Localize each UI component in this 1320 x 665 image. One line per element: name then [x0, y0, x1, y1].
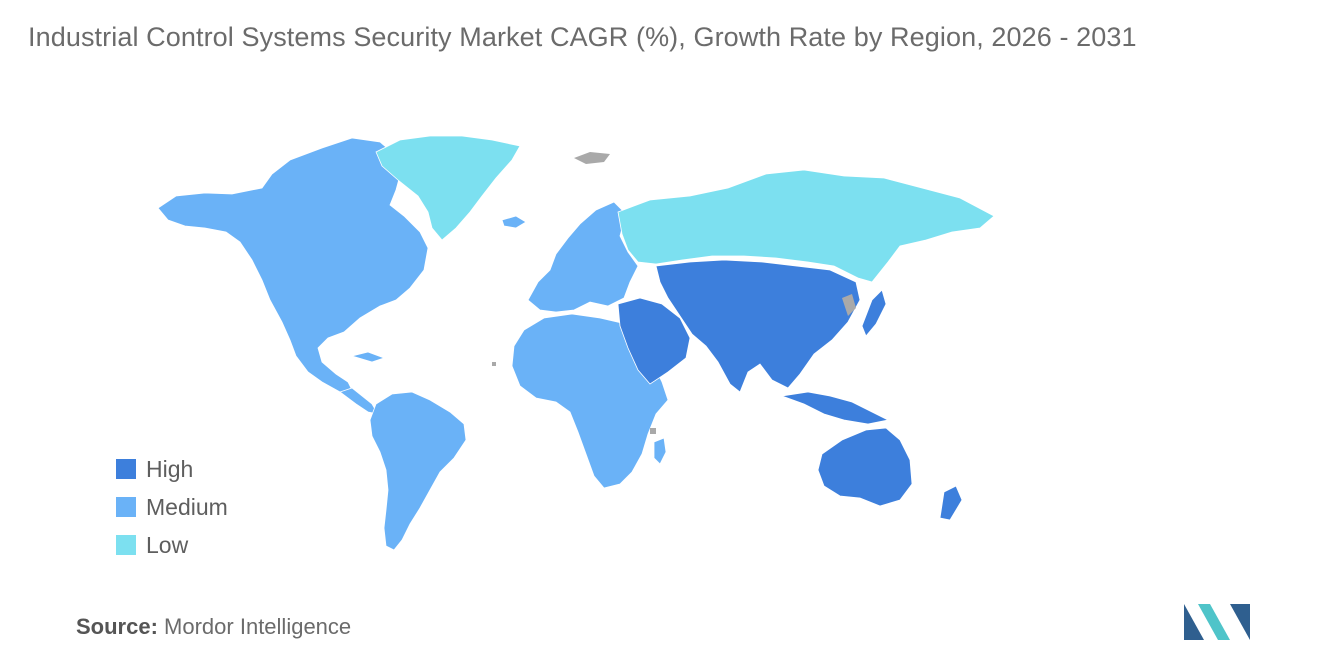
- legend-label-low: Low: [146, 531, 189, 558]
- region-svalbard: [574, 152, 610, 164]
- region-south-america: [369, 391, 467, 551]
- legend-label-medium: Medium: [146, 493, 228, 520]
- region-africa: [511, 313, 669, 489]
- logo-left-shape: [1184, 604, 1204, 640]
- logo-right-shape: [1230, 604, 1250, 640]
- legend-item-medium: Medium: [116, 488, 228, 526]
- region-korea: [842, 294, 856, 316]
- region-europe: [527, 201, 639, 313]
- region-asia: [655, 259, 861, 393]
- legend-swatch-high: [116, 459, 136, 479]
- region-russia: [617, 169, 995, 283]
- region-cuba: [350, 351, 386, 363]
- region-north-america: [157, 137, 429, 393]
- legend-label-high: High: [146, 455, 194, 482]
- source-value: Mordor Intelligence: [164, 614, 352, 639]
- source-note: Source: Mordor Intelligence: [76, 614, 351, 640]
- region-iceland: [501, 215, 527, 229]
- region-new-zealand: [939, 485, 963, 521]
- legend-item-low: Low: [116, 526, 228, 564]
- region-madagascar: [653, 437, 667, 465]
- logo-middle-shape: [1198, 604, 1230, 640]
- region-southeast-asia: [781, 391, 890, 425]
- region-central-america: [339, 387, 379, 415]
- legend-item-high: High: [116, 450, 228, 488]
- region-australia: [817, 427, 913, 507]
- legend-swatch-low: [116, 535, 136, 555]
- legend-swatch-medium: [116, 497, 136, 517]
- source-key: Source:: [76, 614, 158, 639]
- chart-title: Industrial Control Systems Security Mark…: [28, 22, 1137, 52]
- region-japan: [861, 289, 887, 337]
- region-greenland: [375, 135, 521, 241]
- region-middle-east: [617, 297, 691, 385]
- mordor-intelligence-logo-icon: [1184, 604, 1250, 640]
- legend: High Medium Low: [116, 450, 228, 564]
